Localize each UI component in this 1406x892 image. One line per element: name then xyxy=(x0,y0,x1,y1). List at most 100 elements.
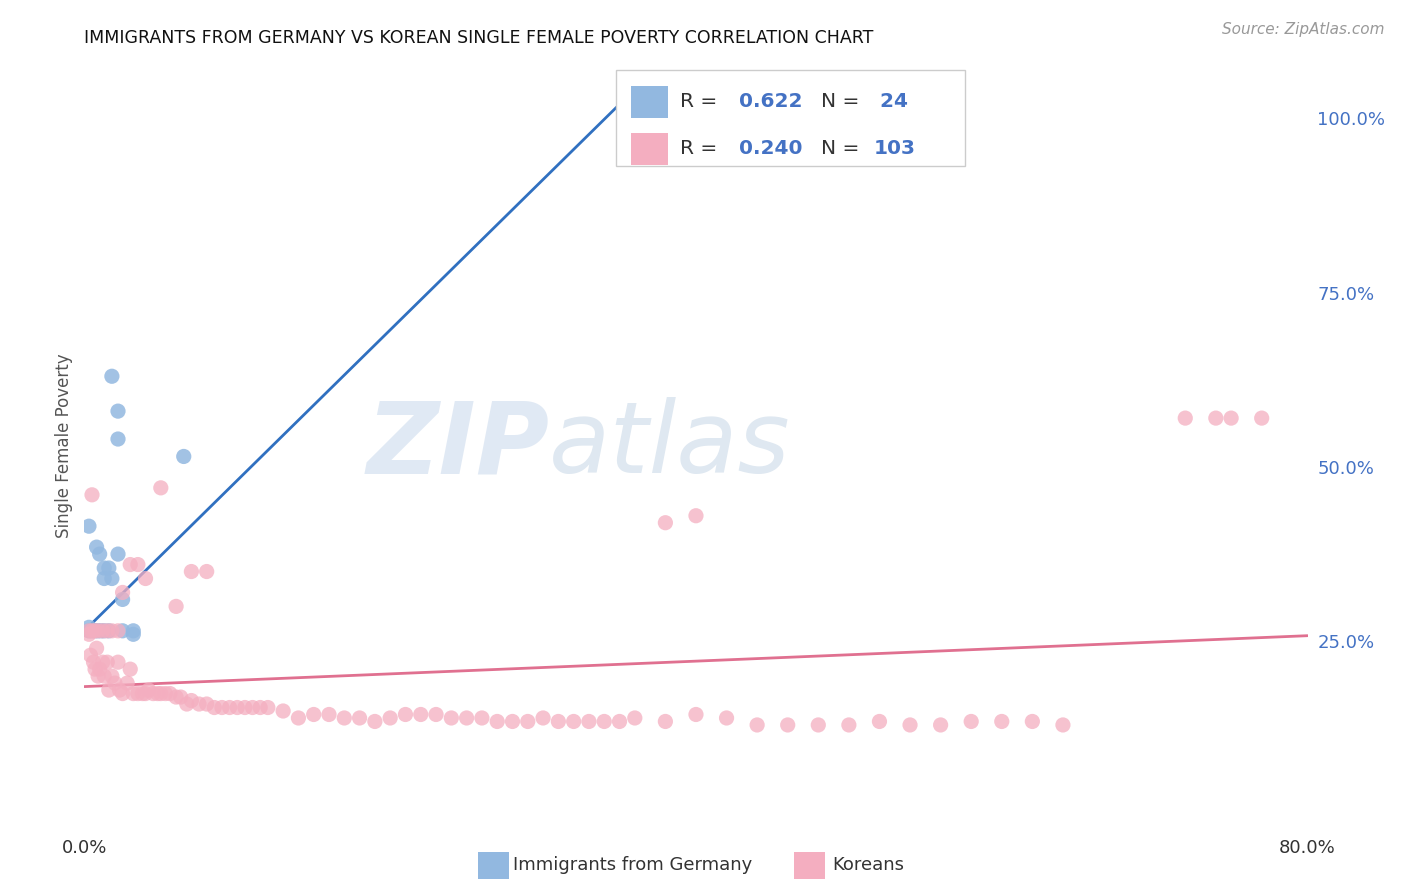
Point xyxy=(146,687,169,701)
Point xyxy=(195,565,218,579)
Point xyxy=(486,714,509,729)
Point xyxy=(302,707,325,722)
Point xyxy=(456,711,478,725)
Text: IMMIGRANTS FROM GERMANY VS KOREAN SINGLE FEMALE POVERTY CORRELATION CHART: IMMIGRANTS FROM GERMANY VS KOREAN SINGLE… xyxy=(84,29,873,47)
Point xyxy=(87,624,110,638)
Point xyxy=(180,565,202,579)
Point xyxy=(1250,411,1272,425)
Point xyxy=(80,624,103,638)
Point xyxy=(91,624,114,638)
Point xyxy=(79,648,101,663)
Point xyxy=(96,655,118,669)
Point xyxy=(838,718,860,732)
Point xyxy=(685,508,707,523)
Text: N =: N = xyxy=(821,92,859,112)
Text: 0.240: 0.240 xyxy=(738,139,803,158)
Point xyxy=(1052,718,1074,732)
Point xyxy=(929,718,952,732)
Point xyxy=(364,714,387,729)
Point xyxy=(93,624,115,638)
Point xyxy=(77,624,100,638)
Point xyxy=(776,718,799,732)
Point xyxy=(107,547,129,561)
Point xyxy=(107,404,129,418)
Point xyxy=(471,711,494,725)
Point xyxy=(89,662,111,676)
Point xyxy=(333,711,356,725)
Text: Immigrants from Germany: Immigrants from Germany xyxy=(513,856,752,874)
Point xyxy=(84,624,107,638)
Point xyxy=(84,624,107,638)
Point xyxy=(226,700,249,714)
Point xyxy=(287,711,309,725)
Point xyxy=(318,707,340,722)
Point xyxy=(97,683,120,698)
Text: 24: 24 xyxy=(873,92,908,112)
Text: Koreans: Koreans xyxy=(832,856,904,874)
Point xyxy=(93,561,115,575)
Point xyxy=(242,700,264,714)
Point xyxy=(77,627,100,641)
Point xyxy=(97,624,120,638)
Point xyxy=(89,547,111,561)
Point xyxy=(170,690,193,704)
Point xyxy=(747,718,769,732)
Point xyxy=(271,704,294,718)
Point xyxy=(104,676,127,690)
FancyBboxPatch shape xyxy=(631,86,668,118)
Point xyxy=(122,687,145,701)
Point xyxy=(716,711,738,725)
Point xyxy=(425,707,447,722)
Point xyxy=(101,572,124,586)
Point xyxy=(97,561,120,575)
Point xyxy=(96,624,118,638)
Point xyxy=(654,516,676,530)
Point xyxy=(609,714,631,729)
Point xyxy=(111,592,134,607)
Point xyxy=(84,662,107,676)
Point xyxy=(138,683,160,698)
Text: ZIP: ZIP xyxy=(366,398,550,494)
Point xyxy=(578,714,600,729)
Point xyxy=(80,624,103,638)
Point xyxy=(122,624,145,638)
Point xyxy=(593,714,616,729)
Text: Source: ZipAtlas.com: Source: ZipAtlas.com xyxy=(1222,22,1385,37)
Point xyxy=(1174,411,1197,425)
Point xyxy=(257,700,280,714)
Point xyxy=(394,707,416,722)
Point xyxy=(654,714,676,729)
Y-axis label: Single Female Poverty: Single Female Poverty xyxy=(55,354,73,538)
Point xyxy=(249,700,271,714)
Point xyxy=(440,711,463,725)
Point xyxy=(159,687,181,701)
Point xyxy=(188,697,211,711)
Point xyxy=(1021,714,1043,729)
Point xyxy=(83,655,105,669)
Point xyxy=(111,687,134,701)
Point xyxy=(176,697,198,711)
Point xyxy=(91,655,114,669)
Point xyxy=(111,624,134,638)
Point xyxy=(624,711,647,725)
Text: R =: R = xyxy=(681,139,717,158)
Point xyxy=(149,481,172,495)
Point xyxy=(142,687,165,701)
Point xyxy=(180,693,202,707)
Point xyxy=(135,572,157,586)
Point xyxy=(898,718,921,732)
Text: 103: 103 xyxy=(873,139,915,158)
Point xyxy=(349,711,371,725)
Point xyxy=(547,714,569,729)
Point xyxy=(120,662,142,676)
Point xyxy=(77,624,100,638)
Point xyxy=(131,687,153,701)
Point xyxy=(1220,411,1243,425)
Point xyxy=(173,450,195,464)
Point xyxy=(211,700,233,714)
Point xyxy=(107,624,129,638)
Point xyxy=(127,558,149,572)
Point xyxy=(111,585,134,599)
Point xyxy=(155,687,177,701)
Point xyxy=(218,700,240,714)
